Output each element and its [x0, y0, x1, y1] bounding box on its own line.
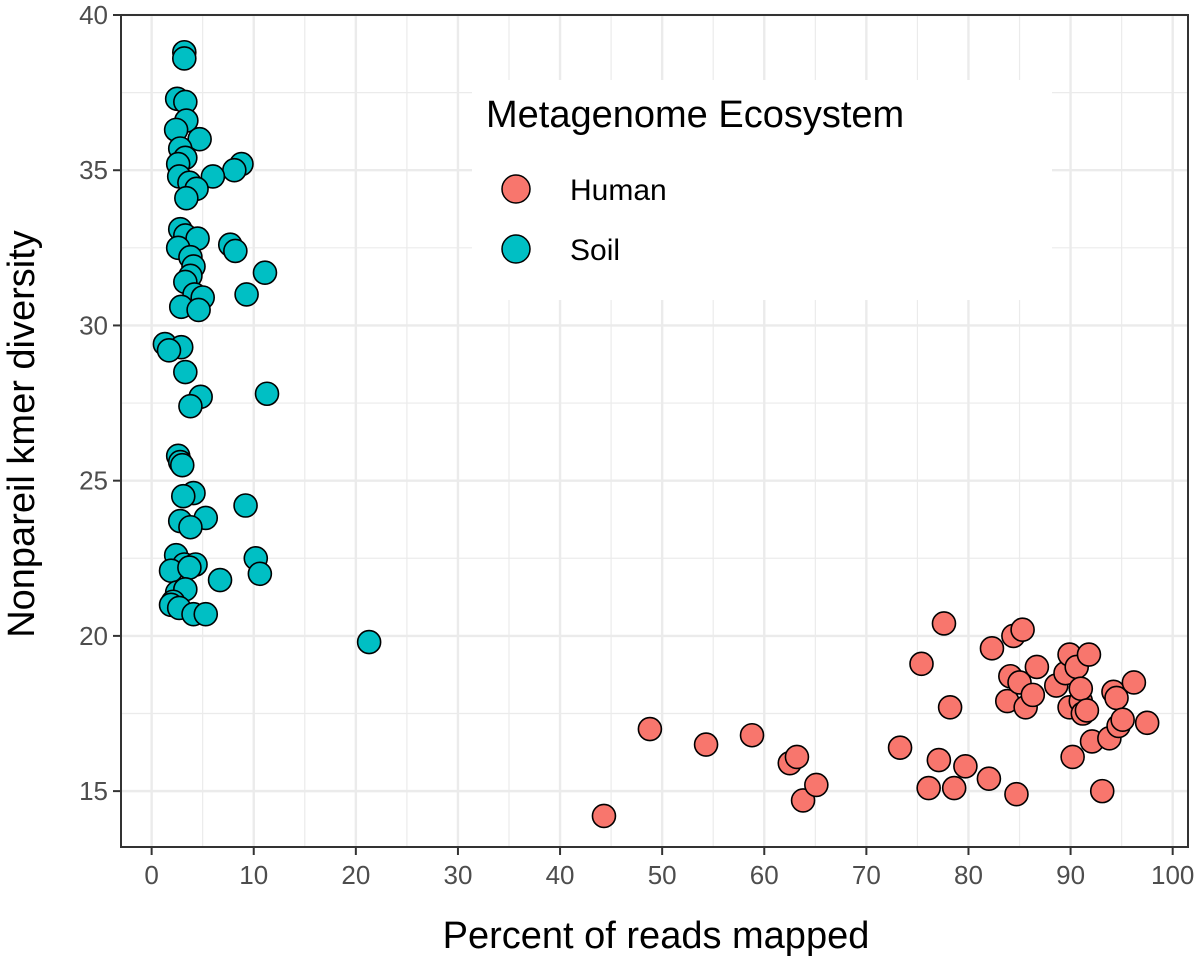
x-axis-title: Percent of reads mapped: [443, 915, 870, 957]
data-point-soil: [233, 493, 258, 518]
data-point-human: [591, 803, 617, 829]
data-point-human: [926, 747, 952, 773]
x-tick-label: 60: [750, 860, 779, 890]
data-point-human: [1134, 710, 1160, 736]
panel-border: [120, 14, 1189, 848]
x-tick-label: 40: [546, 860, 575, 890]
x-tick-label: 90: [1056, 860, 1085, 890]
data-point-human: [941, 775, 967, 801]
data-point-human: [953, 753, 978, 779]
data-point-human: [931, 611, 957, 636]
data-point-human: [1076, 642, 1102, 667]
data-point-human: [693, 732, 719, 757]
data-point-human: [1074, 698, 1100, 723]
y-tick-label: 35: [79, 155, 108, 185]
data-point-human: [637, 716, 663, 742]
legend-label-human: Human: [570, 174, 667, 207]
data-point-human: [1024, 654, 1050, 680]
data-point-human: [1068, 676, 1094, 701]
data-point-soil: [200, 164, 226, 189]
data-point-soil: [247, 561, 273, 587]
data-point-soil: [156, 337, 182, 363]
data-point-human: [1020, 682, 1046, 708]
data-point-human: [1004, 781, 1029, 807]
data-point-soil: [173, 359, 198, 385]
data-point-soil: [174, 185, 199, 211]
data-point-soil: [169, 452, 195, 478]
legend-label-soil: Soil: [570, 234, 620, 267]
y-tick-label: 25: [79, 466, 108, 496]
data-point-soil: [252, 260, 278, 285]
x-tick-label: 0: [144, 860, 158, 890]
legend-key-human: [501, 174, 531, 204]
legend-key-soil: [501, 234, 531, 264]
legend-background: [472, 80, 1052, 300]
data-point-human: [916, 775, 941, 801]
data-point-soil: [170, 483, 196, 509]
data-point-human: [1110, 707, 1135, 733]
data-point-human: [909, 651, 934, 677]
data-point-soil: [172, 46, 197, 71]
x-tick-label: 80: [954, 860, 983, 890]
data-point-human: [976, 766, 1002, 792]
data-point-soil: [356, 629, 382, 655]
x-tick-label: 10: [239, 860, 268, 890]
data-point-soil: [222, 157, 247, 183]
data-point-human: [804, 772, 829, 798]
data-point-soil: [177, 555, 202, 580]
data-point-soil: [186, 297, 211, 323]
data-point-human: [937, 694, 963, 720]
data-point-human: [784, 744, 810, 770]
data-point-human: [790, 788, 816, 813]
y-tick-label: 15: [79, 776, 108, 806]
data-points: [152, 39, 1160, 829]
data-point-soil: [207, 567, 233, 593]
legend-title: Metagenome Ecosystem: [486, 94, 904, 136]
x-tick-label: 20: [341, 860, 370, 890]
data-point-human: [887, 735, 913, 760]
x-tick-label: 30: [443, 860, 472, 890]
data-point-human: [1089, 778, 1115, 804]
data-point-human: [1010, 617, 1035, 642]
data-point-human: [1060, 744, 1085, 770]
legend: Metagenome Ecosystem Human Soil: [472, 80, 1052, 300]
y-tick-label: 30: [79, 310, 108, 340]
x-tick-label: 100: [1151, 860, 1194, 890]
x-tick-label: 70: [852, 860, 881, 890]
data-point-soil: [223, 238, 248, 264]
data-point-human: [739, 722, 765, 748]
x-tick-label: 50: [648, 860, 677, 890]
data-point-soil: [254, 381, 280, 407]
y-axis-title: Nonpareil kmer diversity: [1, 230, 43, 638]
y-tick-label: 20: [79, 621, 108, 651]
data-point-soil: [178, 393, 203, 419]
data-point-soil: [193, 601, 219, 627]
data-point-human: [979, 636, 1005, 661]
data-point-soil: [234, 282, 259, 307]
data-point-soil: [178, 514, 203, 540]
y-tick-label: 40: [79, 0, 108, 30]
data-point-human: [1121, 670, 1147, 695]
axes: 0 10 20 30 40 50 60 70 80 90 100 15 20 25 30 35 40: [79, 0, 1194, 890]
